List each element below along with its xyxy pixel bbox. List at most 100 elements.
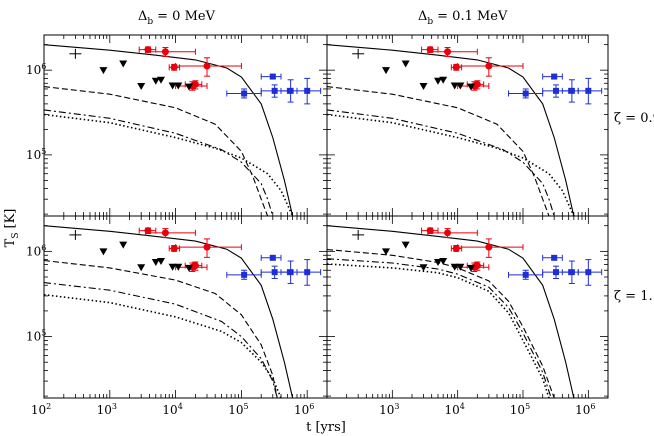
- plus-marker: [352, 48, 365, 59]
- x-axis-label: t [yrs]: [306, 420, 346, 435]
- upper-limit-triangle: [401, 241, 410, 249]
- upper-limit-triangle: [382, 67, 391, 75]
- red-data-point: [466, 261, 485, 271]
- frame-bottom-left: [43, 215, 328, 399]
- x-tick-labels: 102 103 104 105 106 103 104 105 106: [31, 402, 596, 417]
- curves-bottom-left: [44, 225, 294, 398]
- curves-top-left: [44, 44, 294, 216]
- blue-data-point: [296, 259, 322, 286]
- upper-limit-triangle: [401, 60, 410, 68]
- red-data-point: [457, 57, 524, 77]
- blue-data-point: [226, 88, 262, 99]
- plus-marker: [69, 48, 82, 59]
- upper-limit-triangle: [419, 264, 428, 272]
- red-data-point: [168, 245, 181, 253]
- upper-limit-triangle: [168, 82, 177, 90]
- blue-data-point: [577, 259, 603, 286]
- upper-limit-triangle: [174, 263, 183, 271]
- blue-data-point: [508, 269, 544, 280]
- cooling-curve-solid: [327, 44, 575, 216]
- cooling-curve-dotted: [327, 113, 575, 216]
- red-data-point: [175, 238, 242, 258]
- red-data-point: [450, 63, 463, 71]
- blue-data-point: [280, 79, 298, 103]
- upper-limit-triangle: [467, 264, 476, 272]
- plus-marker: [352, 229, 365, 240]
- upper-limit-triangle: [137, 83, 146, 91]
- ticks-bottom-right: [326, 216, 609, 398]
- upper-limit-triangle: [168, 263, 177, 271]
- observations-bottom-left: [69, 227, 322, 286]
- red-data-point: [427, 228, 478, 239]
- x-tick-label: 106: [294, 402, 314, 417]
- cooling-curve-dash-dot: [44, 109, 274, 216]
- observations-bottom-right: [352, 227, 603, 286]
- x-tick-label: 104: [162, 402, 182, 417]
- upper-limit-triangle: [151, 77, 160, 85]
- cooling-curve-solid: [327, 225, 575, 398]
- upper-limit-triangle: [99, 67, 108, 75]
- red-data-point: [175, 57, 242, 77]
- y-tick-label: 105: [26, 329, 46, 344]
- upper-limit-triangle: [137, 264, 146, 272]
- frame-bottom-right: [326, 215, 609, 399]
- upper-limit-triangle: [382, 248, 391, 256]
- red-data-point: [427, 47, 478, 57]
- red-data-point: [450, 245, 463, 253]
- x-tick-label: 103: [97, 402, 117, 417]
- x-tick-label: 104: [444, 402, 464, 417]
- cooling-curve-dash-dot: [327, 109, 555, 216]
- observations-top-right: [352, 46, 603, 105]
- upper-limit-triangle: [185, 264, 194, 272]
- upper-limit-triangle: [433, 258, 442, 266]
- column-title-right: Δb = 0.1 MeV: [418, 9, 508, 27]
- upper-limit-triangle: [450, 82, 459, 90]
- panel-bottom-left: [43, 215, 328, 399]
- cooling-curve-dash-dot: [44, 282, 278, 398]
- row-label-bottom: ζ = 1.1: [614, 289, 654, 304]
- upper-limit-triangle: [419, 83, 428, 91]
- y-tick-label: 106: [26, 62, 46, 77]
- cooling-curve-dashed: [327, 86, 550, 216]
- blue-data-point: [280, 260, 298, 284]
- red-data-point: [145, 228, 196, 239]
- y-tick-label: 106: [26, 243, 46, 258]
- frame-top-left: [43, 34, 328, 217]
- x-tick-label: 106: [575, 402, 595, 417]
- blue-data-point: [260, 254, 282, 261]
- upper-limit-triangle: [433, 77, 442, 85]
- x-tick-label: 105: [510, 402, 530, 417]
- y-tick-labels: 105 106 105 106: [26, 62, 46, 343]
- y-axis-label: TS[K]: [3, 209, 21, 248]
- observations-top-left: [69, 46, 322, 105]
- cooling-curve-dashed: [44, 86, 269, 216]
- cooling-curve-dashed: [44, 259, 278, 398]
- upper-limit-triangle: [99, 248, 108, 256]
- upper-limit-triangle: [174, 82, 183, 90]
- y-tick-label: 105: [26, 147, 46, 162]
- red-data-point: [145, 47, 196, 57]
- cooling-curve-dotted: [327, 263, 550, 398]
- cooling-curve-dotted: [44, 113, 294, 216]
- blue-data-point: [542, 73, 563, 80]
- blue-data-point: [561, 79, 579, 103]
- ticks-bottom-left: [43, 216, 328, 398]
- upper-limit-triangle: [156, 76, 165, 84]
- upper-limit-triangle: [439, 258, 448, 266]
- red-data-point: [457, 238, 524, 258]
- column-title-left: Δb = 0 MeV: [138, 9, 216, 27]
- panel-top-right: [326, 34, 609, 217]
- upper-limit-triangle: [456, 263, 465, 271]
- cooling-curve-solid: [44, 225, 294, 398]
- cooling-curve-dash-dot: [327, 258, 552, 398]
- ticks-top-left: [43, 35, 328, 216]
- upper-limit-triangle: [156, 258, 165, 266]
- x-tick-label: 102: [31, 402, 51, 417]
- upper-limit-triangle: [450, 263, 459, 271]
- upper-limit-triangle: [185, 83, 194, 91]
- upper-limit-triangle: [456, 82, 465, 90]
- upper-limit-triangle: [467, 83, 476, 91]
- panels-layer: [43, 34, 609, 399]
- upper-limit-triangle: [119, 60, 128, 68]
